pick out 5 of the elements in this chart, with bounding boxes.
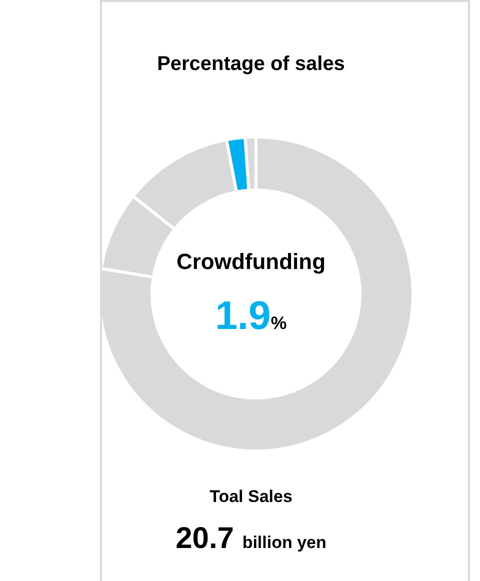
chart-title: Percentage of sales (157, 53, 345, 75)
data-label: 1.9% (215, 294, 287, 338)
slice-label: Crowdfunding (176, 249, 326, 274)
text: Toal Sales (210, 487, 292, 506)
text: 20.7 billion yen (176, 522, 326, 555)
